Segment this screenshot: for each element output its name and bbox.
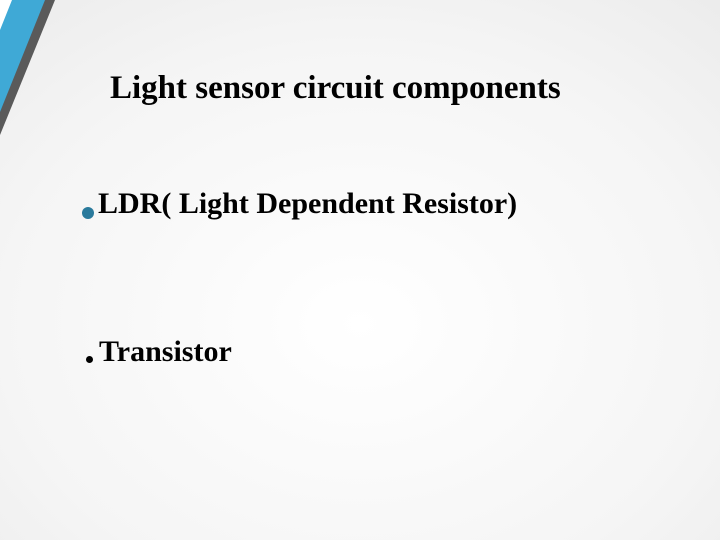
bullet-dot-icon bbox=[82, 207, 94, 219]
slide-title: Light sensor circuit components bbox=[110, 70, 561, 107]
bullet-text: Transistor bbox=[99, 335, 232, 369]
corner-shape-blue bbox=[0, 0, 45, 112]
bullet-dot-icon bbox=[86, 356, 93, 363]
slide: Light sensor circuit components LDR( Lig… bbox=[0, 0, 720, 540]
bullet-text: LDR( Light Dependent Resistor) bbox=[98, 187, 517, 221]
bullet-item-transistor: Transistor bbox=[86, 335, 232, 369]
corner-shape-gray bbox=[0, 0, 55, 135]
corner-shape-white bbox=[0, 0, 42, 105]
bullet-item-ldr: LDR( Light Dependent Resistor) bbox=[82, 187, 517, 221]
